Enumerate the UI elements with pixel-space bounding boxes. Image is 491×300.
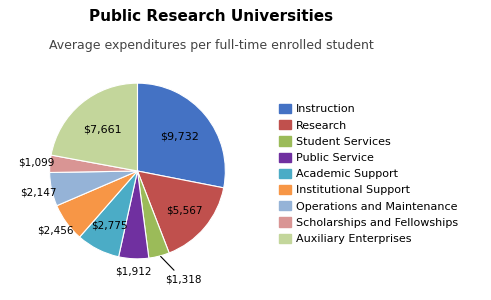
Text: $2,775: $2,775 (91, 221, 128, 231)
Text: $9,732: $9,732 (160, 131, 199, 141)
Legend: Instruction, Research, Student Services, Public Service, Academic Support, Insti: Instruction, Research, Student Services,… (275, 99, 463, 249)
Wedge shape (51, 83, 137, 171)
Wedge shape (137, 171, 224, 253)
Wedge shape (80, 171, 137, 257)
Text: $2,456: $2,456 (37, 225, 74, 236)
Wedge shape (50, 155, 137, 172)
Text: $7,661: $7,661 (83, 124, 122, 134)
Text: $1,099: $1,099 (19, 158, 55, 168)
Text: $1,912: $1,912 (115, 267, 151, 277)
Wedge shape (137, 171, 169, 258)
Wedge shape (57, 171, 137, 237)
Text: $2,147: $2,147 (21, 187, 57, 197)
Text: Public Research Universities: Public Research Universities (89, 9, 333, 24)
Wedge shape (50, 171, 137, 206)
Wedge shape (137, 83, 225, 188)
Text: $5,567: $5,567 (166, 206, 203, 215)
Text: $1,318: $1,318 (161, 256, 202, 285)
Wedge shape (119, 171, 149, 259)
Text: Average expenditures per full-time enrolled student: Average expenditures per full-time enrol… (49, 39, 374, 52)
